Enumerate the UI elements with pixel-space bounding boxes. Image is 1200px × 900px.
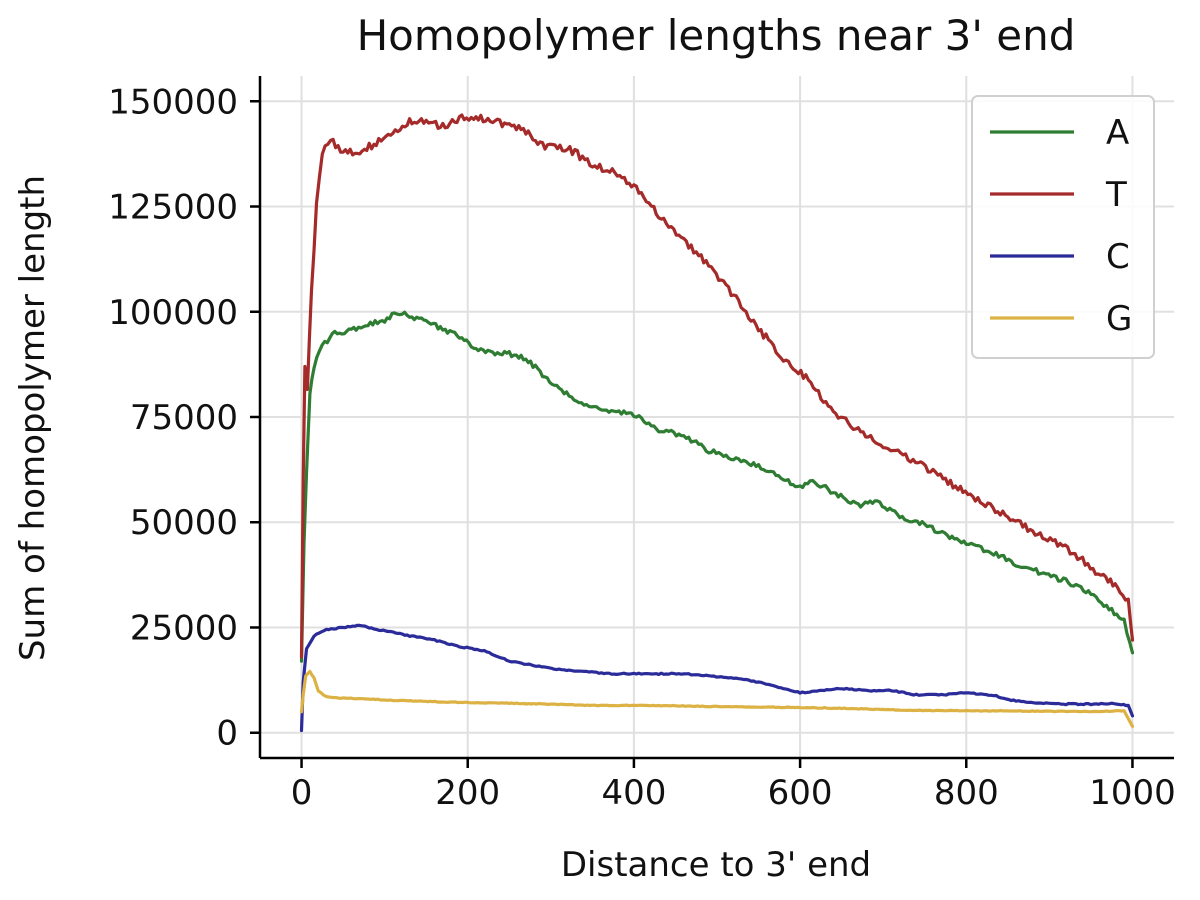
series-line-a <box>299 310 1135 663</box>
y-tick-label: 0 <box>216 714 238 754</box>
series-line-t <box>299 113 1135 659</box>
y-tick-label: 150000 <box>108 82 238 122</box>
legend-label-a: A <box>1106 113 1129 153</box>
x-tick-label: 400 <box>601 773 666 813</box>
y-tick-label: 75000 <box>130 398 238 438</box>
x-tick-label: 800 <box>934 773 999 813</box>
x-axis-label: Distance to 3' end <box>561 845 871 885</box>
y-tick-label: 50000 <box>130 503 238 543</box>
legend-label-t: T <box>1105 175 1127 215</box>
legend-label-g: G <box>1106 299 1132 339</box>
x-tick-label: 0 <box>291 773 313 813</box>
series-line-c <box>299 623 1135 733</box>
x-tick-label: 1000 <box>1089 773 1176 813</box>
series-layer <box>299 113 1135 733</box>
chart-title: Homopolymer lengths near 3' end <box>357 11 1076 60</box>
x-tick-label: 600 <box>768 773 833 813</box>
ticks-layer: 0 200 400 600 800 1000 0 25000 50000 75000 100000 1… <box>108 82 1176 813</box>
legend-label-c: C <box>1106 237 1130 277</box>
legend-box <box>971 95 1155 359</box>
y-tick-label: 100000 <box>108 293 238 333</box>
y-axis-label: Sum of homopolymer length <box>13 175 53 661</box>
y-tick-label: 125000 <box>108 188 238 228</box>
y-tick-label: 25000 <box>130 608 238 648</box>
series-line-g <box>299 669 1135 728</box>
x-tick-label: 200 <box>435 773 500 813</box>
